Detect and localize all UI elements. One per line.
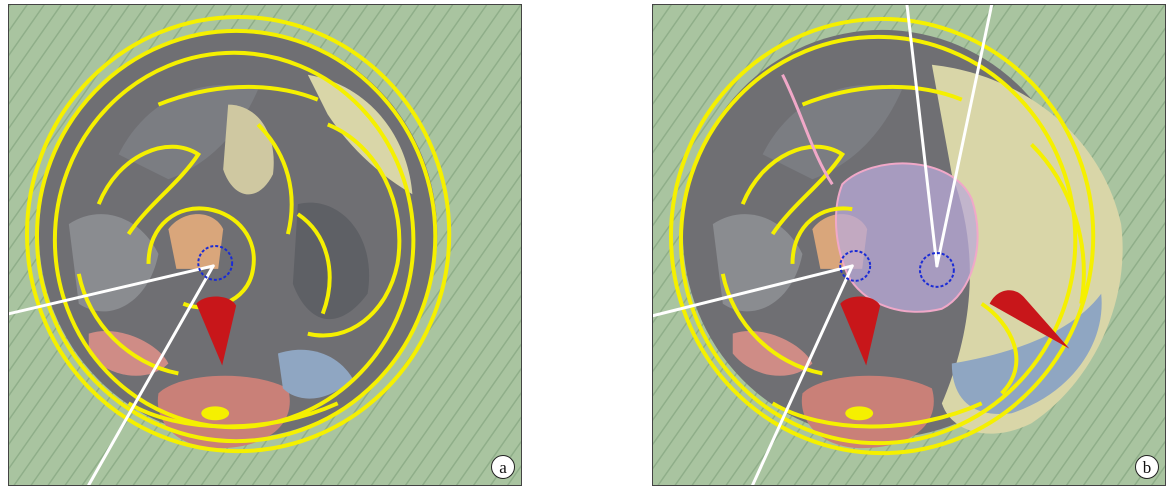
probe-lines	[9, 264, 215, 485]
yellow-marker	[845, 406, 874, 421]
panel-label-b: b	[1135, 455, 1159, 479]
brain-structure	[68, 214, 159, 312]
tan-structure	[168, 214, 224, 269]
surgical-view-b	[653, 5, 1165, 485]
probe-lines	[653, 5, 994, 485]
brain-structure	[762, 84, 903, 180]
brain-structure	[307, 74, 413, 195]
panel-b: b	[652, 4, 1166, 486]
tumor-overlay	[835, 162, 979, 313]
panel-label-a: a	[491, 455, 515, 479]
red-cone-marker	[196, 296, 237, 366]
brain-structure	[712, 214, 803, 312]
surgical-view-a	[9, 5, 521, 485]
red-cone-marker	[989, 290, 1070, 349]
panel-a: a	[8, 4, 522, 486]
brain-structure	[292, 202, 370, 320]
target-circle	[197, 245, 234, 281]
brain-structure	[118, 84, 259, 180]
yellow-contours	[25, 14, 452, 454]
target-circle	[918, 251, 955, 288]
pink-vessel	[781, 74, 834, 186]
blue-structure	[951, 293, 1102, 415]
yellow-marker	[201, 406, 230, 421]
target-circle	[839, 249, 872, 282]
red-cone-marker	[840, 296, 881, 366]
blue-structure	[277, 349, 353, 399]
